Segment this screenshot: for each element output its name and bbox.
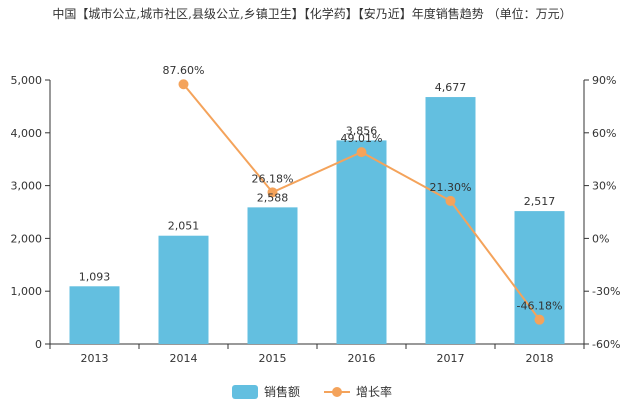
growth-point-2014 — [178, 79, 189, 90]
x-tick-label: 2014 — [170, 352, 198, 365]
growth-point-2015 — [267, 187, 278, 198]
growth-value-label: -46.18% — [517, 300, 563, 313]
bar-value-label: 4,677 — [435, 81, 467, 94]
legend-label-sales: 销售额 — [263, 385, 300, 399]
y-left-tick-label: 0 — [35, 338, 42, 351]
y-right-tick-label: 30% — [592, 180, 616, 193]
x-tick-label: 2015 — [259, 352, 287, 365]
y-right-tick-label: 0% — [592, 232, 609, 245]
x-tick-label: 2017 — [437, 352, 465, 365]
growth-point-2018 — [534, 314, 545, 325]
growth-point-2016 — [356, 147, 367, 158]
bar-value-label: 1,093 — [79, 270, 111, 283]
y-left-tick-label: 4,000 — [11, 127, 43, 140]
growth-value-label: 87.60% — [163, 64, 205, 77]
growth-value-label: 49.01% — [341, 132, 383, 145]
growth-value-label: 21.30% — [430, 181, 472, 194]
legend-bar-swatch — [231, 384, 258, 399]
y-right-tick-label: 60% — [592, 127, 616, 140]
legend-label-growth: 增长率 — [356, 385, 393, 399]
y-left-tick-label: 3,000 — [11, 180, 43, 193]
bar-value-label: 3,856 — [346, 124, 378, 137]
combo-chart: 0 1,000 2,000 3,000 4,000 5,000 -60% -30% 0% 30% 6… — [11, 64, 621, 365]
x-tick-label: 2016 — [348, 352, 376, 365]
bar-value-label: 2,517 — [524, 195, 556, 208]
y-right-tick-label: -30% — [592, 285, 620, 298]
y-left-tick-label: 5,000 — [11, 74, 43, 87]
x-tick-label: 2013 — [81, 352, 109, 365]
bar-2015 — [247, 207, 298, 344]
legend-line-swatch — [324, 385, 350, 399]
y-right-tick-label: -60% — [592, 338, 620, 351]
bar-value-label: 2,588 — [257, 191, 289, 204]
y-right-tick-label: 90% — [592, 74, 616, 87]
bar-2017 — [425, 97, 476, 344]
bar-2016 — [336, 140, 387, 344]
y-left-tick-label: 1,000 — [11, 285, 43, 298]
legend-item-sales[interactable]: 销售额 — [231, 383, 300, 400]
bar-2014 — [158, 235, 209, 344]
growth-value-label: 26.18% — [252, 172, 294, 185]
bar-2013 — [69, 286, 120, 344]
x-tick-label: 2018 — [526, 352, 554, 365]
chart-title: 中国【城市公立,城市社区,县级公立,乡镇卫生】【化学药】【安乃近】年度销售趋势 … — [52, 7, 572, 21]
legend-item-growth[interactable]: 增长率 — [324, 383, 392, 400]
growth-point-2017 — [445, 195, 456, 206]
y-left-tick-label: 2,000 — [11, 232, 43, 245]
chart-legend: 销售额 增长率 — [0, 383, 624, 400]
bar-value-label: 2,051 — [168, 220, 200, 233]
